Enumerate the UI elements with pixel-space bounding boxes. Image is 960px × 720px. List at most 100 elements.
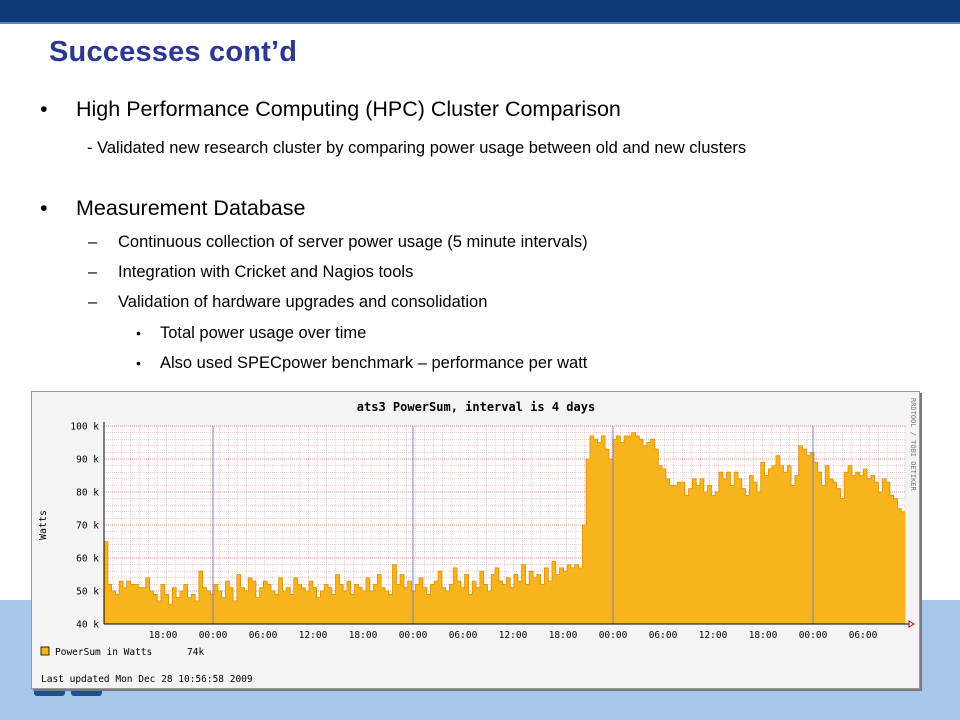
area-bar xyxy=(517,581,522,624)
area-bar xyxy=(874,482,879,624)
area-bar xyxy=(855,472,860,624)
bullet-text: Integration with Cricket and Nagios tool… xyxy=(118,263,414,281)
area-bar xyxy=(836,488,841,624)
area-bar xyxy=(639,439,644,624)
area-bar xyxy=(783,472,788,624)
x-tick-label: 00:00 xyxy=(399,630,428,641)
area-bar xyxy=(741,488,746,624)
legend-value: 74k xyxy=(187,647,204,658)
area-bar xyxy=(502,584,507,624)
area-bar xyxy=(343,591,348,624)
area-bar xyxy=(495,567,500,624)
area-bar xyxy=(422,587,428,624)
area-bar xyxy=(734,472,739,624)
area-bar xyxy=(817,472,822,624)
area-bar xyxy=(479,571,485,624)
bullet-hpc-detail: - Validated new research cluster by comp… xyxy=(87,137,877,159)
area-bar xyxy=(426,594,431,624)
area-bar xyxy=(844,472,849,624)
area-bar xyxy=(794,475,800,624)
header-band xyxy=(0,0,960,24)
bullet-text: Validation of hardware upgrades and cons… xyxy=(118,293,488,311)
area-bar xyxy=(726,472,731,624)
area-bar xyxy=(191,594,196,624)
area-bar xyxy=(851,475,857,624)
area-bar xyxy=(567,564,572,624)
area-bar xyxy=(115,594,120,624)
area-bar xyxy=(460,587,466,624)
area-bar xyxy=(832,482,838,624)
area-bar xyxy=(305,591,310,624)
area-bar xyxy=(149,591,154,624)
area-bar xyxy=(715,492,720,624)
axes xyxy=(103,422,915,628)
area-bar xyxy=(536,574,541,624)
x-tick-label: 06:00 xyxy=(849,630,878,641)
x-tick-label: 18:00 xyxy=(349,630,378,641)
area-bar xyxy=(627,435,633,624)
area-bar xyxy=(335,574,340,624)
area-bar xyxy=(498,581,504,624)
bullet-marker: – xyxy=(88,233,98,251)
area-bar xyxy=(331,594,336,624)
area-bar xyxy=(692,478,697,624)
x-tick-label: 18:00 xyxy=(149,630,178,641)
y-tick-label: 70 k xyxy=(76,521,99,532)
x-tick-label: 00:00 xyxy=(599,630,628,641)
area-bar xyxy=(768,468,773,624)
area-bar xyxy=(365,577,371,624)
area-bar xyxy=(476,587,481,624)
area-bar xyxy=(506,577,511,624)
y-tick-labels: 100 k 90 k 80 k 70 k 60 k 50 k 40 k xyxy=(70,422,99,631)
power-graph: ats3 PowerSum, interval is 4 days Watts … xyxy=(31,391,920,689)
x-tick-labels: 18:00 00:00 06:00 12:00 18:00 00:00 06:00 12:00… xyxy=(149,630,878,641)
area-bar xyxy=(134,584,139,624)
area-bar xyxy=(802,449,807,624)
area-bar xyxy=(434,581,439,624)
y-tick-label: 90 k xyxy=(76,455,99,466)
x-tick-label: 12:00 xyxy=(699,630,728,641)
bullet-marker: – xyxy=(88,263,98,281)
bullet-measurement-db: • Measurement Database xyxy=(40,196,305,221)
x-tick-label: 12:00 xyxy=(499,630,528,641)
area-bar xyxy=(350,594,355,624)
area-bar xyxy=(700,478,705,624)
area-bar xyxy=(669,485,674,624)
area-layer xyxy=(104,432,906,624)
area-bar xyxy=(787,465,792,624)
area-bar xyxy=(696,485,701,624)
bullet-marker: – xyxy=(88,293,98,311)
area-bar xyxy=(396,584,401,624)
area-bar xyxy=(582,525,587,624)
area-bar xyxy=(309,581,314,624)
area-bar xyxy=(316,597,321,624)
area-bar xyxy=(753,482,758,624)
area-bar xyxy=(301,587,306,624)
sub-bullet-integration: – Integration with Cricket and Nagios to… xyxy=(88,263,414,282)
area-bar xyxy=(438,571,443,624)
area-bar xyxy=(172,587,177,624)
area-bar xyxy=(126,581,131,624)
area-bar xyxy=(825,465,830,624)
area-bar xyxy=(574,564,579,624)
area-bar xyxy=(183,584,188,624)
area-bar xyxy=(377,574,382,624)
y-tick-label: 40 k xyxy=(76,620,99,631)
area-bar xyxy=(703,492,708,624)
area-bar xyxy=(673,485,678,624)
area-bar xyxy=(153,594,158,624)
area-bar xyxy=(532,577,538,624)
area-bar xyxy=(764,475,769,624)
area-bar xyxy=(487,591,492,624)
area-bar xyxy=(548,581,553,624)
area-bar xyxy=(775,455,781,624)
area-bar xyxy=(271,591,276,624)
area-bar xyxy=(449,584,454,624)
area-bar xyxy=(187,597,192,624)
area-bar xyxy=(354,584,359,624)
area-bar xyxy=(419,577,424,624)
area-bar xyxy=(510,587,515,624)
area-bar xyxy=(202,587,207,624)
area-bar xyxy=(681,482,686,624)
x-tick-label: 00:00 xyxy=(799,630,828,641)
